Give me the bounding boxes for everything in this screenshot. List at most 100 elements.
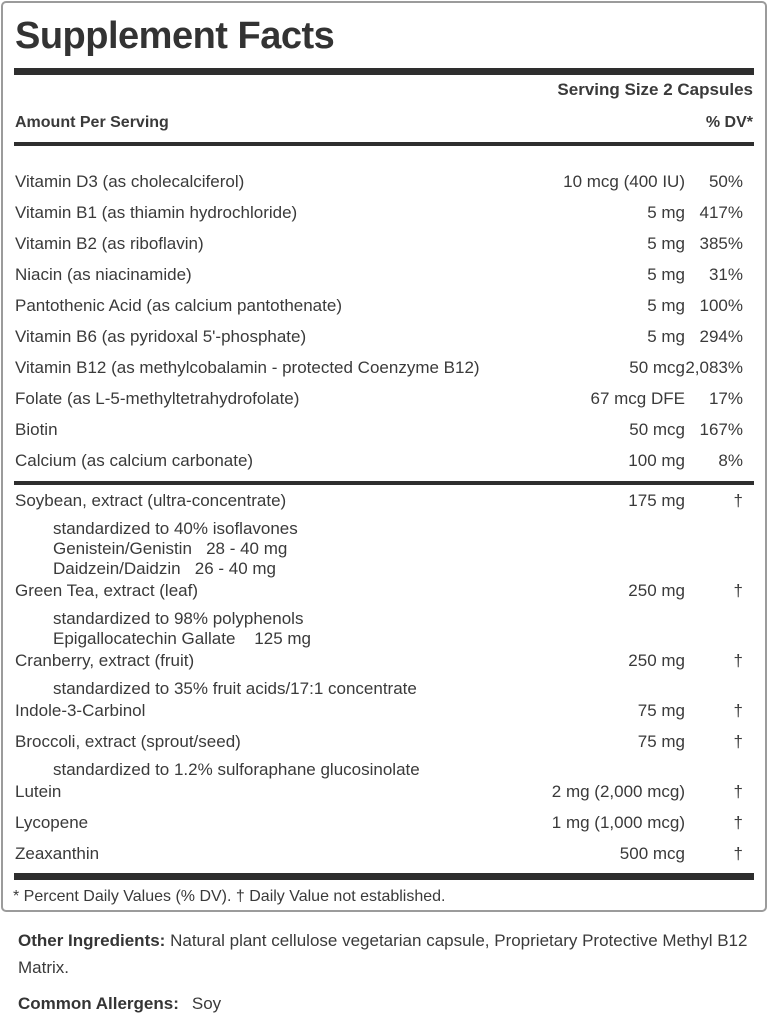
ingredient-main-line: Vitamin B6 (as pyridoxal 5'-phosphate) 5 … [15,327,743,347]
ingredient-subline: Epigallocatechin Gallate 125 mg [53,628,311,648]
ingredient-dv: 2,083% [685,357,743,377]
section-divider-rule [14,480,754,485]
percent-dv-header: % DV* [705,113,753,131]
additional-info-section: Other Ingredients: Natural plant cellulo… [0,912,768,1014]
ingredient-name: Pantothenic Acid (as calcium pantothenat… [15,295,342,315]
ingredient-amount: 5 mg [647,264,685,284]
column-header-row: Amount Per Serving % DV* [3,100,765,142]
ingredient-name: Green Tea, extract (leaf) [15,580,198,600]
ingredient-main-line: Soybean, extract (ultra-concentrate) 175 … [15,491,743,511]
ingredient-amount: 5 mg [647,233,685,253]
ingredient-main-line: Niacin (as niacinamide) 5 mg 31% [15,265,743,285]
ingredient-main-line: Zeaxanthin 500 mcg † [15,844,743,864]
thick-rule-top [14,67,754,75]
amount-per-serving-header: Amount Per Serving [15,113,169,131]
ingredient-subline: standardized to 40% isoflavones [53,518,298,538]
ingredient-row: Vitamin B6 (as pyridoxal 5'-phosphate) 5 … [15,327,743,347]
ingredient-row: Calcium (as calcium carbonate) 100 mg 8% [15,451,743,471]
ingredient-row: Vitamin B2 (as riboflavin) 5 mg 385% [15,234,743,254]
common-allergens: Common Allergens: Soy [18,994,748,1014]
header-rule [14,141,754,146]
ingredient-sublines: standardized to 40% isoflavones Genistein… [15,519,743,579]
common-allergens-value: Soy [191,993,222,1013]
ingredient-dv: 167% [699,419,743,439]
ingredient-main-line: Pantothenic Acid (as calcium pantothenat… [15,296,743,316]
ingredient-amount: 50 mcg [629,357,685,377]
serving-size: Serving Size 2 Capsules [557,79,753,99]
other-ingredients-label: Other Ingredients: [18,930,166,950]
ingredient-name: Folate (as L-5-methyltetrahydrofolate) [15,388,300,408]
ingredient-dv: † [733,580,743,600]
ingredient-row: Zeaxanthin 500 mcg † [15,844,743,864]
ingredient-name: Lycopene [15,812,89,832]
ingredient-name: Cranberry, extract (fruit) [15,650,195,670]
ingredient-main-line: Broccoli, extract (sprout/seed) 75 mg † [15,732,743,752]
ingredient-row: Cranberry, extract (fruit) 250 mg † standar… [15,651,743,699]
supplement-facts-panel: Supplement Facts Serving Size 2 Capsules… [1,1,767,912]
ingredient-dv: † [733,781,743,801]
ingredient-subline: standardized to 98% polyphenols [53,608,304,628]
ingredient-main-line: Lycopene 1 mg (1,000 mcg) † [15,813,743,833]
ingredient-dv: 8% [718,450,743,470]
thick-rule-bottom [14,872,754,880]
daily-value-footnote: * Percent Daily Values (% DV). † Daily V… [13,887,446,905]
ingredient-name: Zeaxanthin [15,843,100,863]
ingredient-dv: 100% [699,295,743,315]
ingredient-subline: Genistein/Genistin 28 - 40 mg [53,538,288,558]
ingredient-name: Broccoli, extract (sprout/seed) [15,731,241,751]
ingredient-main-line: Cranberry, extract (fruit) 250 mg † [15,651,743,671]
ingredient-main-line: Green Tea, extract (leaf) 250 mg † [15,581,743,601]
ingredient-row: Vitamin D3 (as cholecalciferol) 10 mcg (4… [15,172,743,192]
ingredient-main-line: Vitamin B12 (as methylcobalamin - protec… [15,358,743,378]
ingredient-name: Indole-3-Carbinol [15,700,146,720]
ingredient-dv: 294% [699,326,743,346]
ingredient-row: Soybean, extract (ultra-concentrate) 175 … [15,491,743,579]
ingredient-amount: 2 mg (2,000 mcg) [551,781,685,801]
ingredient-name: Calcium (as calcium carbonate) [15,450,254,470]
ingredient-row: Niacin (as niacinamide) 5 mg 31% [15,265,743,285]
ingredient-dv: † [733,490,743,510]
panel-title: Supplement Facts [15,15,335,57]
botanicals-section: Soybean, extract (ultra-concentrate) 175 … [3,485,765,864]
ingredient-row: Folate (as L-5-methyltetrahydrofolate) 67… [15,389,743,409]
ingredient-amount: 50 mcg [629,419,685,439]
ingredient-amount: 250 mg [628,650,685,670]
ingredient-amount: 5 mg [647,295,685,315]
vitamins-section: Vitamin D3 (as cholecalciferol) 10 mcg (4… [3,146,765,471]
ingredient-name: Lutein [15,781,62,801]
ingredient-dv: † [733,650,743,670]
ingredient-amount: 500 mcg [619,843,685,863]
ingredient-sublines: standardized to 1.2% sulforaphane glucos… [15,760,743,780]
ingredient-amount: 250 mg [628,580,685,600]
ingredient-main-line: Vitamin B1 (as thiamin hydrochloride) 5 m… [15,203,743,223]
ingredient-amount: 10 mcg (400 IU) [563,171,685,191]
ingredient-name: Vitamin B12 (as methylcobalamin - protec… [15,357,480,377]
ingredient-sublines: standardized to 35% fruit acids/17:1 con… [15,679,743,699]
ingredient-amount: 67 mcg DFE [590,388,685,408]
other-ingredients: Other Ingredients: Natural plant cellulo… [18,927,748,981]
ingredient-row: Lycopene 1 mg (1,000 mcg) † [15,813,743,833]
ingredient-sublines: standardized to 98% polyphenols Epigalloc… [15,609,743,649]
ingredient-dv: † [733,731,743,751]
other-ingredients-text: Natural plant cellulose vegetarian capsu… [18,930,748,977]
ingredient-amount: 100 mg [628,450,685,470]
ingredient-row: Biotin 50 mcg 167% [15,420,743,440]
common-allergens-label: Common Allergens: [18,993,179,1013]
ingredient-amount: 1 mg (1,000 mcg) [551,812,685,832]
ingredient-main-line: Indole-3-Carbinol 75 mg † [15,701,743,721]
ingredient-dv: 417% [699,202,743,222]
ingredient-main-line: Vitamin B2 (as riboflavin) 5 mg 385% [15,234,743,254]
ingredient-amount: 75 mg [637,700,685,720]
ingredient-row: Vitamin B12 (as methylcobalamin - protec… [15,358,743,378]
ingredient-main-line: Lutein 2 mg (2,000 mcg) † [15,782,743,802]
ingredient-name: Niacin (as niacinamide) [15,264,192,284]
ingredient-dv: 31% [708,264,743,284]
ingredient-amount: 75 mg [637,731,685,751]
ingredient-row: Lutein 2 mg (2,000 mcg) † [15,782,743,802]
ingredient-dv: † [733,700,743,720]
ingredient-name: Vitamin B6 (as pyridoxal 5'-phosphate) [15,326,307,346]
ingredient-row: Vitamin B1 (as thiamin hydrochloride) 5 m… [15,203,743,223]
ingredient-dv: † [733,812,743,832]
ingredient-name: Vitamin B2 (as riboflavin) [15,233,204,253]
ingredient-amount: 175 mg [628,490,685,510]
